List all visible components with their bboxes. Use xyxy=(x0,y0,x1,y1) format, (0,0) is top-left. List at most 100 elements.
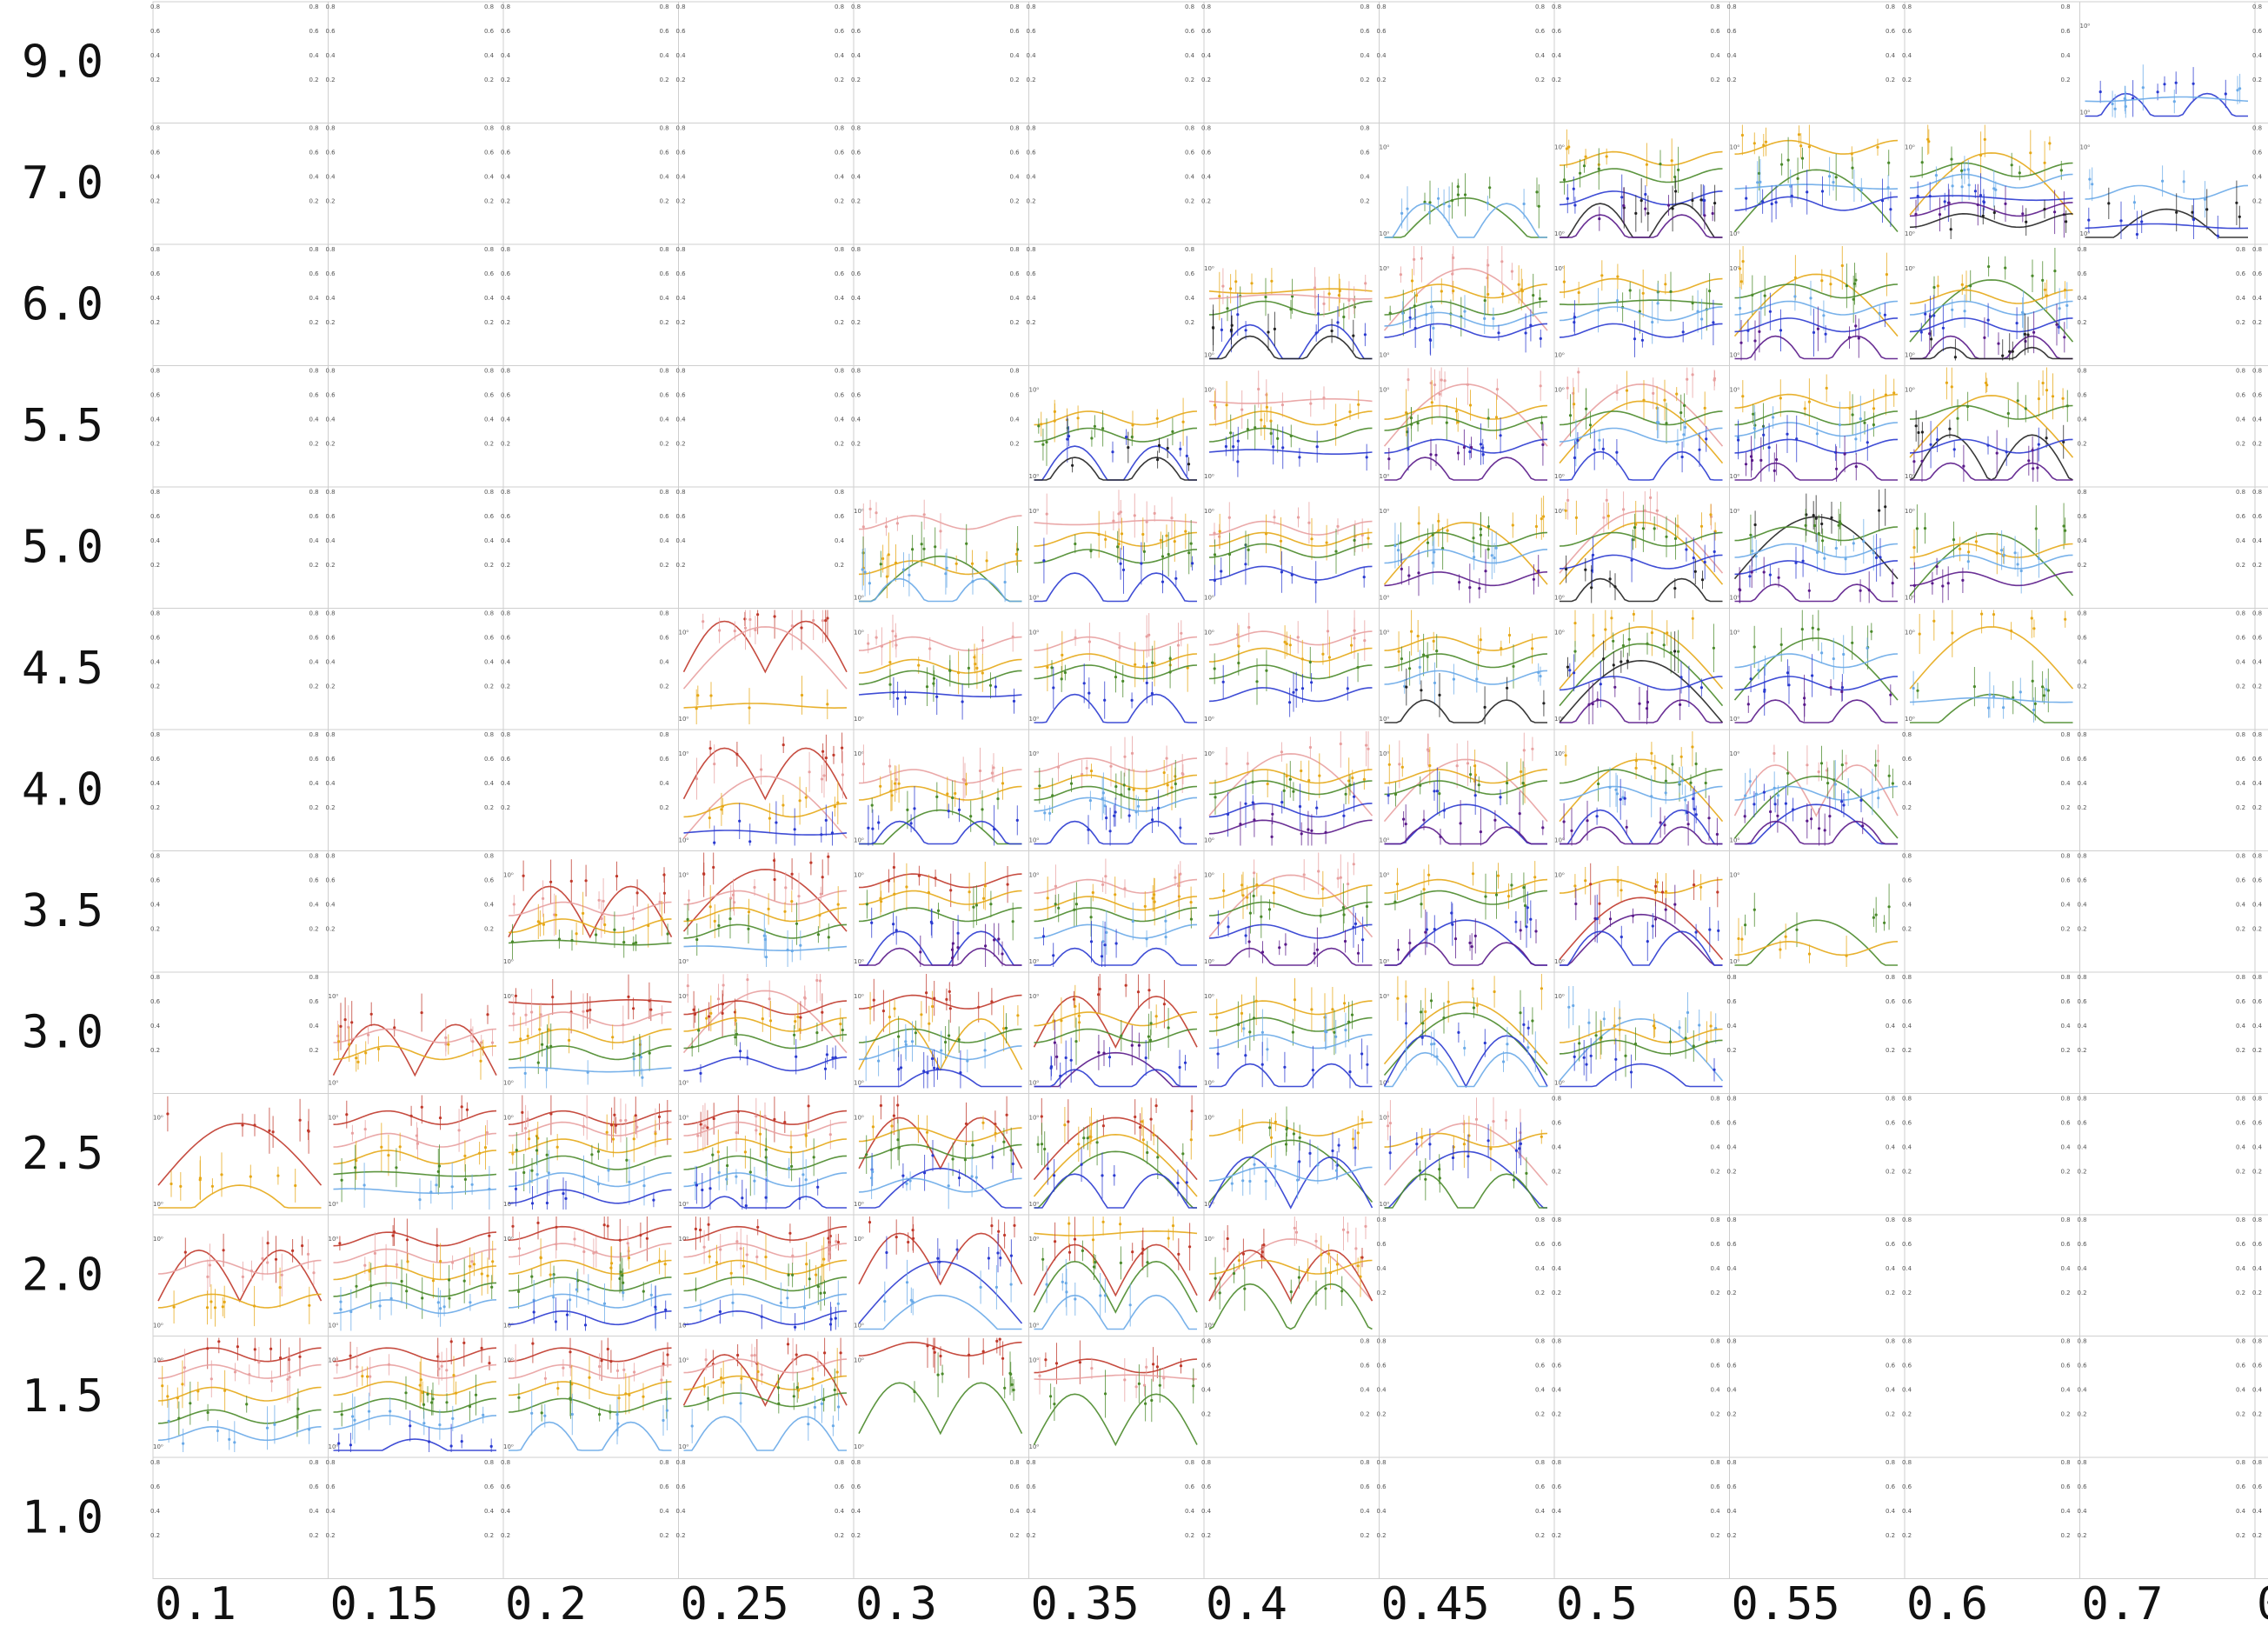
data-point xyxy=(1707,816,1711,820)
data-point xyxy=(1416,422,1420,425)
series-line xyxy=(858,560,1022,576)
data-point xyxy=(1859,589,1862,592)
data-point xyxy=(530,1169,534,1172)
data-point xyxy=(1699,524,1704,528)
data-point xyxy=(1310,829,1314,832)
data-point xyxy=(1980,612,1984,616)
data-point xyxy=(1786,158,1790,162)
data-point xyxy=(875,636,878,639)
data-point xyxy=(1876,759,1880,763)
data-point xyxy=(1772,416,1775,419)
data-point xyxy=(1483,1041,1487,1045)
tick-label: 0.8 xyxy=(851,246,861,253)
data-point xyxy=(1920,459,1924,463)
data-point xyxy=(1995,451,1999,455)
tick-label: 0.8 xyxy=(1535,3,1545,10)
data-point xyxy=(896,1103,900,1107)
tick-label: 0.8 xyxy=(309,368,319,375)
data-point xyxy=(1433,1042,1436,1046)
data-point xyxy=(1112,519,1115,523)
tick-label: 0.6 xyxy=(2078,998,2088,1005)
data-point xyxy=(1745,197,1748,200)
series-line xyxy=(1384,780,1548,796)
panel-3-5-0-7: 0.8 0.80.6 0.60.4 0.40.2 0.2 xyxy=(2078,850,2256,973)
data-point xyxy=(1433,928,1436,931)
tick-label: 0.2 xyxy=(150,441,160,448)
data-point xyxy=(2058,307,2061,310)
data-point xyxy=(1715,832,1719,836)
data-point xyxy=(1264,532,1268,536)
data-point xyxy=(1786,432,1789,436)
data-point xyxy=(1564,754,1567,757)
series-line xyxy=(1909,697,2073,703)
panel-frame xyxy=(1729,1,1906,123)
series-line xyxy=(1034,427,1198,443)
tick-label: 0.6 xyxy=(501,28,511,35)
data-point xyxy=(1650,751,1653,755)
data-point xyxy=(1795,928,1799,931)
data-point xyxy=(761,1017,764,1021)
tick-label: 0.4 xyxy=(484,174,495,181)
series-line xyxy=(1559,510,1724,574)
column-labels: 0.1 0.15 0.2 0.25 0.3 0.35 0.4 0.45 0.5 0.55 0.6 0.… xyxy=(155,1578,2268,1630)
tick-label: 0.8 xyxy=(150,125,160,132)
data-point xyxy=(1271,812,1274,816)
data-point xyxy=(1471,872,1475,876)
data-point xyxy=(1981,214,1985,217)
data-point xyxy=(1927,140,1931,143)
data-point xyxy=(818,979,822,983)
data-point xyxy=(1662,643,1666,647)
data-point xyxy=(946,792,949,796)
data-point xyxy=(1300,769,1303,773)
data-point xyxy=(1089,916,1093,919)
data-point xyxy=(1076,417,1080,420)
series-line xyxy=(1910,693,2073,723)
data-point xyxy=(790,900,794,903)
data-point xyxy=(1339,876,1342,879)
data-point xyxy=(1739,267,1742,270)
data-point xyxy=(1857,337,1860,340)
log-tick-label: 10⁰ xyxy=(1029,716,1040,723)
tick-label: 0.6 xyxy=(660,635,670,642)
data-point xyxy=(514,994,518,997)
data-point xyxy=(1631,538,1635,542)
log-tick-label: 10⁰ xyxy=(1730,352,1740,359)
tick-label: 0.2 xyxy=(2236,1047,2245,1054)
data-point xyxy=(2002,706,2005,710)
data-point xyxy=(884,525,888,529)
data-point xyxy=(1762,433,1766,437)
tick-label: 0.6 xyxy=(2252,513,2263,520)
series-line xyxy=(859,1069,1022,1088)
series-line xyxy=(2085,184,2249,200)
row-label-1-5: 1.5 xyxy=(22,1370,103,1423)
log-tick-label: 10⁰ xyxy=(1730,387,1740,394)
tick-label: 0.2 xyxy=(1377,77,1387,83)
row-label-3-5: 3.5 xyxy=(22,885,103,937)
series-line xyxy=(508,1110,672,1125)
data-point xyxy=(1598,217,1601,221)
data-point xyxy=(398,1145,402,1149)
data-point xyxy=(1587,1021,1591,1024)
log-tick-label: 10⁰ xyxy=(1380,716,1390,723)
series-line xyxy=(1559,1028,1723,1043)
tick-label: 0.8 xyxy=(2078,853,2087,860)
data-point xyxy=(1650,795,1653,798)
data-point xyxy=(1758,171,1761,175)
data-point xyxy=(1325,1030,1328,1034)
data-point xyxy=(881,1010,886,1013)
data-point xyxy=(1774,201,1778,204)
data-point xyxy=(1887,774,1891,777)
data-point xyxy=(2002,553,2005,557)
data-point xyxy=(522,874,525,877)
series-line xyxy=(682,747,848,801)
data-point xyxy=(1356,951,1360,955)
data-point xyxy=(1477,783,1480,787)
data-point xyxy=(1625,389,1629,392)
tick-label: 0.6 xyxy=(326,28,336,35)
tick-label: 0.6 xyxy=(309,392,320,399)
data-point xyxy=(1683,425,1687,430)
tick-label: 0.2 xyxy=(150,804,160,811)
panel-frame xyxy=(328,1,504,123)
